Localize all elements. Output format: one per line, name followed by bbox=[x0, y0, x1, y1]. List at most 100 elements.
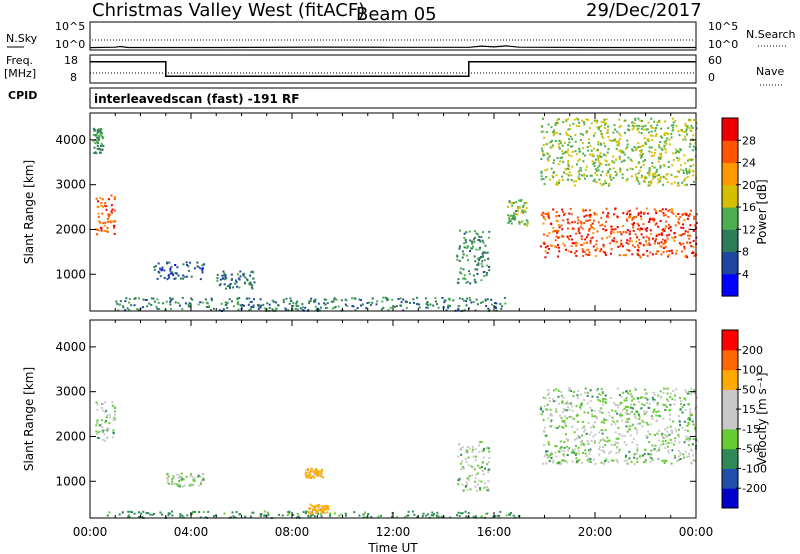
data-cell bbox=[594, 433, 597, 436]
data-cell bbox=[665, 240, 668, 243]
data-cell bbox=[658, 233, 661, 236]
data-cell bbox=[579, 404, 582, 407]
data-cell bbox=[574, 150, 577, 153]
data-cell bbox=[237, 277, 240, 280]
data-cell bbox=[96, 205, 99, 208]
data-cell bbox=[591, 395, 594, 398]
data-cell bbox=[223, 272, 226, 275]
data-cell bbox=[678, 420, 681, 423]
data-cell bbox=[625, 459, 628, 462]
data-cell bbox=[332, 300, 335, 303]
data-cell bbox=[594, 462, 597, 465]
data-cell bbox=[570, 213, 573, 216]
data-cell bbox=[686, 183, 688, 186]
data-cell bbox=[248, 283, 251, 286]
data-cell bbox=[670, 124, 673, 127]
data-cell bbox=[546, 157, 549, 160]
data-cell bbox=[249, 309, 252, 312]
data-cell bbox=[589, 242, 592, 245]
data-cell bbox=[638, 400, 641, 403]
data-cell bbox=[134, 297, 137, 300]
data-cell bbox=[474, 268, 477, 271]
data-cell bbox=[547, 215, 550, 218]
data-cell bbox=[681, 411, 684, 414]
data-cell bbox=[602, 398, 605, 400]
data-cell bbox=[630, 394, 633, 397]
data-cell bbox=[104, 401, 107, 404]
data-cell bbox=[559, 440, 562, 443]
data-cell bbox=[617, 144, 620, 147]
data-cell bbox=[682, 226, 685, 229]
data-cell bbox=[94, 142, 97, 145]
data-cell bbox=[577, 176, 580, 179]
data-cell bbox=[586, 440, 589, 442]
data-cell bbox=[668, 233, 671, 236]
data-cell bbox=[677, 435, 680, 438]
data-cell bbox=[659, 166, 662, 169]
data-cell bbox=[542, 462, 544, 465]
data-cell bbox=[653, 393, 656, 396]
data-cell bbox=[687, 436, 690, 439]
data-cell bbox=[467, 464, 470, 467]
data-cell bbox=[315, 474, 318, 477]
data-cell bbox=[549, 244, 552, 247]
data-cell bbox=[362, 513, 365, 516]
data-cell bbox=[236, 273, 239, 276]
data-cell bbox=[678, 441, 681, 444]
data-cell bbox=[578, 121, 580, 124]
data-cell bbox=[526, 220, 529, 223]
data-cell bbox=[186, 264, 188, 266]
data-cell bbox=[598, 431, 601, 434]
data-cell bbox=[473, 230, 476, 233]
data-cell bbox=[561, 420, 564, 423]
data-cell bbox=[664, 428, 667, 431]
data-cell bbox=[655, 414, 658, 417]
data-cell bbox=[569, 235, 572, 237]
data-cell bbox=[626, 430, 629, 433]
data-cell bbox=[618, 118, 621, 121]
data-cell bbox=[476, 272, 479, 275]
data-cell bbox=[246, 297, 248, 300]
data-cell bbox=[437, 306, 440, 309]
data-cell bbox=[616, 445, 618, 448]
data-cell bbox=[652, 217, 655, 220]
data-cell bbox=[590, 149, 593, 152]
data-cell bbox=[209, 309, 212, 312]
data-cell bbox=[648, 174, 651, 177]
data-cell bbox=[633, 222, 635, 224]
x-tick-label: 20:00 bbox=[578, 525, 613, 539]
data-cell bbox=[333, 512, 336, 515]
data-cell bbox=[557, 395, 560, 398]
data-cell bbox=[645, 207, 648, 210]
data-cell bbox=[626, 143, 629, 146]
data-cell bbox=[100, 145, 102, 147]
data-cell bbox=[457, 278, 460, 281]
data-cell bbox=[663, 462, 666, 464]
data-cell bbox=[571, 221, 574, 224]
data-cell bbox=[436, 511, 439, 514]
data-cell bbox=[693, 392, 696, 395]
data-cell bbox=[600, 143, 603, 146]
data-cell bbox=[252, 304, 255, 307]
data-cell bbox=[302, 309, 305, 312]
data-cell bbox=[172, 476, 175, 479]
data-cell bbox=[600, 407, 603, 410]
data-cell bbox=[677, 130, 680, 133]
data-cell bbox=[478, 259, 480, 262]
data-cell bbox=[598, 126, 601, 129]
data-cell bbox=[636, 252, 639, 255]
data-cell bbox=[568, 447, 571, 450]
data-cell bbox=[231, 511, 234, 514]
data-cell bbox=[472, 274, 475, 277]
y-tick-label: 2000 bbox=[55, 429, 86, 443]
station-title: Christmas Valley West (fitACF) bbox=[92, 0, 365, 21]
data-cell bbox=[232, 286, 235, 289]
data-cell bbox=[157, 262, 160, 265]
data-cell bbox=[169, 272, 172, 275]
data-cell bbox=[113, 416, 116, 419]
data-cell bbox=[432, 514, 435, 517]
data-cell bbox=[323, 505, 326, 508]
y-tick-label: 4000 bbox=[55, 340, 86, 354]
data-cell bbox=[324, 508, 327, 511]
